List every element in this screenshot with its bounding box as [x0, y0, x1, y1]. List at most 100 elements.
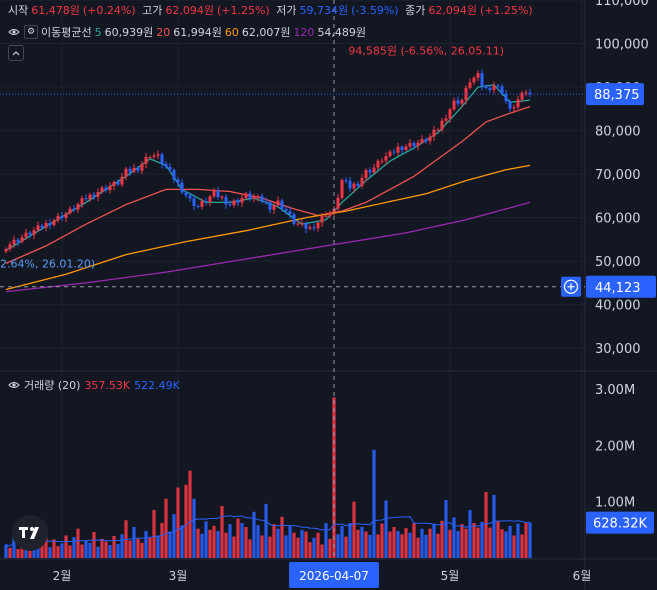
low-label: 저가 [276, 4, 297, 17]
candle-body [164, 163, 168, 167]
candle-body [376, 160, 380, 168]
volume-bar [452, 517, 456, 558]
time-tick-label: 2월 [53, 569, 72, 583]
candle-body [356, 183, 360, 186]
candle-body [208, 196, 212, 203]
candle-body [204, 201, 208, 203]
candle-body [132, 167, 136, 172]
close-label: 종가 [405, 4, 426, 17]
volume-bar [348, 523, 352, 558]
candle-body [240, 198, 244, 203]
candle-body [504, 93, 508, 102]
volume-bar [492, 494, 496, 558]
volume-bar [140, 542, 144, 558]
volume-bar [416, 537, 420, 558]
candle-body [60, 215, 64, 218]
ma20-value: 61,994원 [173, 26, 222, 39]
volume-bar [128, 540, 132, 558]
volume-bar [420, 528, 424, 558]
candle-body [296, 223, 300, 225]
high-label: 고가 [142, 4, 163, 17]
candle-body [312, 227, 316, 229]
price-tick-label: 80,000 [595, 125, 641, 140]
candle-body [416, 142, 420, 147]
collapse-legend-button[interactable] [8, 45, 24, 61]
volume-bar [500, 529, 504, 558]
candle-body [52, 220, 56, 226]
volume-bar [248, 539, 252, 558]
volume-bar [396, 530, 400, 558]
chevron-up-icon [12, 51, 20, 56]
eye-icon[interactable] [8, 26, 20, 38]
candle-body [384, 156, 388, 161]
price-tick-label: 70,000 [595, 168, 641, 183]
eye-icon[interactable] [8, 379, 20, 391]
candle-body [500, 86, 504, 94]
volume-bar [412, 523, 416, 558]
candle-body [352, 183, 356, 189]
candle-body [196, 205, 200, 207]
candle-body [160, 154, 164, 164]
candle-body [484, 86, 488, 89]
volume-bar [136, 538, 140, 558]
candle-body [432, 129, 436, 137]
candle-body [224, 196, 228, 205]
ma-legend[interactable]: ⚙ 이동평균선 5 60,939원 20 61,994원 60 62,007원 120… [8, 24, 369, 40]
volume-bar [100, 538, 104, 558]
volume-bar [72, 537, 76, 558]
volume-bar [336, 534, 340, 558]
price-tick-label: 30,000 [595, 342, 641, 357]
price-tick-label: 40,000 [595, 299, 641, 314]
candle-body [272, 205, 276, 210]
volume-bar [184, 484, 188, 558]
volume-title: 거래량 (20) [24, 379, 81, 392]
candle-body [192, 198, 196, 206]
volume-bar [76, 528, 80, 558]
crosshair-date-label: 2026-04-07 [299, 569, 369, 583]
candle-body [200, 201, 204, 207]
candle-body [8, 244, 12, 249]
volume-bar [408, 532, 412, 558]
volume-bar [192, 498, 196, 558]
candle-body [284, 209, 288, 212]
volume-legend[interactable]: 거래량 (20) 357.53K 522.49K [8, 377, 184, 393]
candle-body [212, 190, 216, 197]
open-value: 61,478원 [31, 4, 80, 17]
volume-bar [508, 525, 512, 558]
volume-bar [148, 537, 152, 558]
ma120-line [5, 201, 531, 293]
volume-bar [384, 500, 388, 558]
candle-body [148, 156, 152, 158]
settings-icon[interactable]: ⚙ [24, 25, 38, 39]
ohlc-legend: 시작 61,478원 (+0.24%) 고가 62,094원 (+1.25%) 저가 59… [8, 2, 536, 18]
volume-bar [352, 501, 356, 558]
volume-bar [80, 544, 84, 558]
candle-body [264, 201, 268, 203]
close-value: 62,094원 [428, 4, 477, 17]
volume-bar [448, 529, 452, 558]
candle-body [320, 215, 324, 223]
candle-body [492, 85, 496, 91]
ma60-period: 60 [224, 25, 239, 39]
candle-body [396, 146, 400, 153]
crosshair-price-label: 44,123 [595, 281, 641, 296]
time-tick-label: 6월 [573, 569, 592, 583]
volume-bar [340, 525, 344, 558]
time-tick-label: 3월 [169, 569, 188, 583]
volume-bar [232, 536, 236, 558]
add-alert-plus-icon [561, 276, 581, 297]
volume-bar [516, 523, 520, 558]
candle-body [480, 73, 484, 87]
price-annotation: 2.64%, 26.01.20) [0, 258, 95, 271]
candle-body [460, 100, 464, 104]
candle-body [24, 232, 28, 238]
volume-bar [176, 487, 180, 558]
candle-body [236, 200, 240, 203]
volume-bar [328, 538, 332, 558]
candle-body [476, 73, 480, 78]
candle-body [116, 182, 120, 185]
volume-bar [504, 531, 508, 558]
candle-body [292, 214, 296, 224]
candle-body [452, 100, 456, 110]
